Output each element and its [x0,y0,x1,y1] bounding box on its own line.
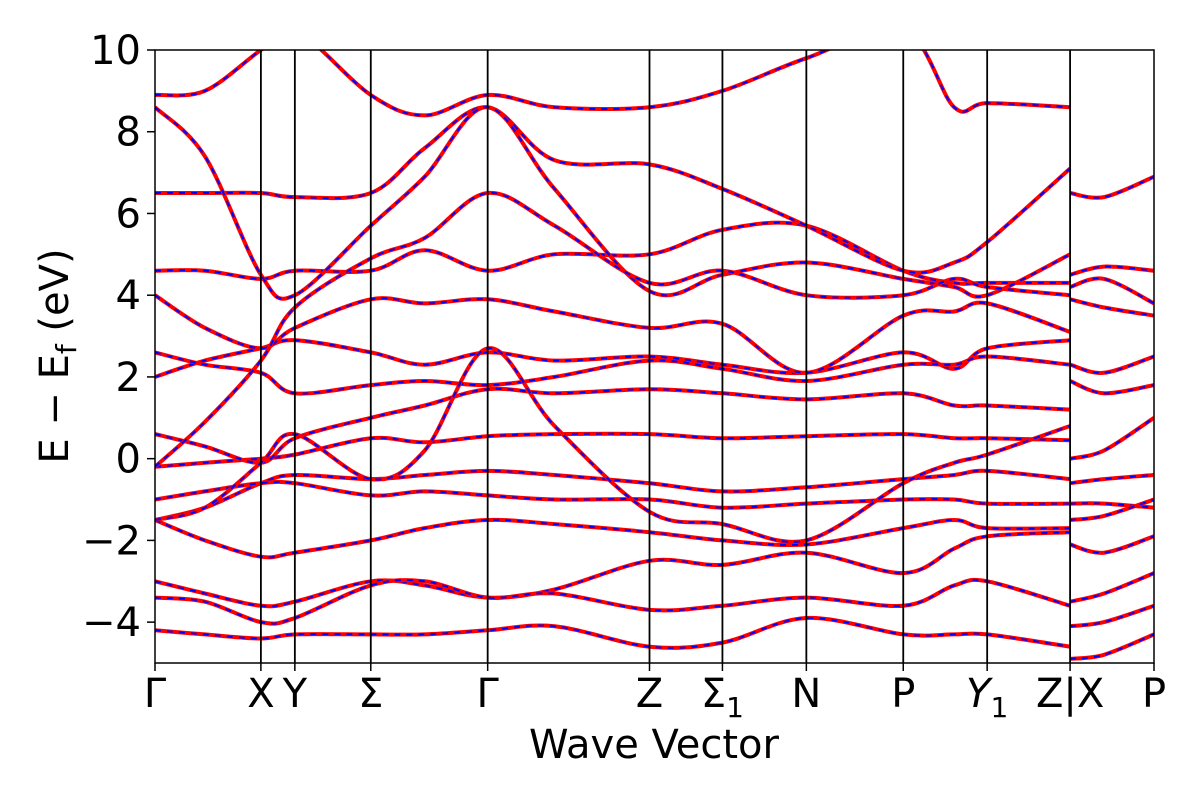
x-axis-label: Wave Vector [529,722,780,768]
y-axis-ticks: −4 −2 0 2 4 6 8 10 [82,28,155,646]
y-tick-label-3: 2 [116,355,141,401]
y-tick-label-5: 6 [116,191,141,237]
band-line-dashed-24 [1069,474,1154,485]
y-tick-label-2: 0 [116,437,141,483]
x-tick-label-5: Z [636,671,663,717]
x-tick-label-4: Γ [477,671,500,717]
band-line-dashed-25 [1070,502,1154,509]
band-line-dashed-26 [1069,498,1154,521]
band-line-7 [155,615,1071,650]
band-line-14 [155,50,1071,118]
band-line-dashed-28 [1069,572,1154,603]
band-line-1 [155,386,1071,465]
y-tick-label-7: 10 [90,28,141,74]
band-line-dashed-19 [1069,277,1154,305]
band-line-dashed-29 [1069,604,1154,628]
band-line-21 [1069,354,1154,375]
band-line-dashed-12 [155,106,1071,274]
y-tick-label-4: 4 [116,273,141,319]
y-axis-label-main: E − E [32,354,78,464]
band-line-dashed-21 [1069,355,1154,374]
plot-frame [154,49,1155,664]
band-line-11 [155,293,1071,375]
band-line-dashed-18 [1069,265,1154,276]
band-line-dashed-20 [1069,298,1154,317]
band-line-dashed-10 [155,221,1071,285]
band-line-dashed-7 [155,616,1071,649]
bands-layer [155,50,1154,661]
x-tick-label-2: Y [282,671,308,717]
band-line-dashed-2 [155,469,1071,521]
band-line-23 [1069,416,1154,461]
x-tick-label-9: Y1 [966,671,1008,724]
band-line-dashed-17 [1069,175,1154,199]
band-line-dashed-30 [1069,633,1154,660]
kpoint-divider-lines [259,50,1071,663]
band-line-dashed-9 [155,351,1071,395]
band-line-dashed-13 [155,106,1071,300]
band-line-dashed-15 [155,191,1071,468]
band-line-dashed-4 [155,518,1071,559]
band-line-17 [1069,174,1154,200]
y-tick-label-0: −4 [82,600,141,646]
band-line-dashed-16 [155,347,1071,543]
x-tick-label-1: X [247,671,274,717]
band-line-dashed-1 [155,387,1071,464]
band-line-dashed-27 [1069,535,1154,554]
y-tick-label-1: −2 [82,518,141,564]
y-axis-label-unit: (eV) [32,248,78,344]
y-tick-label-6: 8 [116,110,141,156]
band-line-dashed-3 [155,480,1071,509]
band-line-8 [155,338,1071,379]
band-line-dashed-6 [155,578,1071,625]
x-tick-label-6: Σ1 [701,671,744,724]
x-tick-label-7: N [791,671,821,717]
band-line-3 [155,479,1071,510]
y-axis-label-sub: f [50,343,83,354]
x-tick-label-0: Γ [144,671,167,717]
band-line-16 [155,346,1071,544]
band-line-2 [155,468,1071,522]
band-line-27 [1069,534,1154,555]
band-line-dashed-0 [155,432,1071,468]
x-tick-label-8: P [891,671,915,717]
band-line-dashed-5 [155,531,1071,608]
band-line-dashed-22 [1069,380,1154,395]
band-line-29 [1069,603,1154,629]
band-line-4 [155,517,1071,560]
x-tick-label-3: Σ [358,671,383,717]
x-axis-ticks: Γ X Y Σ Γ Z Σ1 N P Y1 Z|X P [144,663,1166,724]
y-axis-label: E − Ef (eV) [32,248,83,463]
x-tick-label-11: P [1142,671,1166,717]
x-tick-label-10: Z|X [1036,671,1104,717]
band-line-12 [155,105,1072,275]
band-line-30 [1069,632,1154,661]
band-line-dashed-23 [1069,416,1154,460]
band-line-10 [155,220,1071,286]
